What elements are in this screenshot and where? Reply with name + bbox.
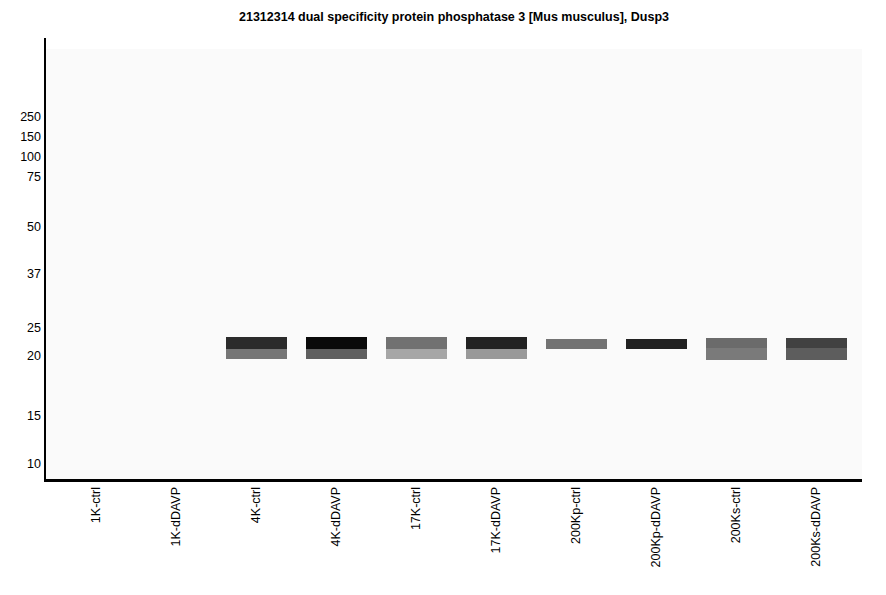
y-tick-label: 15 bbox=[27, 409, 41, 423]
chart-title: 21312314 dual specificity protein phosph… bbox=[46, 10, 862, 25]
x-axis-label-text: 1K-ctrl bbox=[89, 487, 103, 523]
y-tick-label: 50 bbox=[27, 220, 41, 234]
x-axis-label-text: 1K-dDAVP bbox=[169, 487, 183, 547]
blot-band bbox=[306, 337, 367, 349]
y-axis-line bbox=[44, 38, 46, 481]
blot-band bbox=[706, 338, 767, 348]
blot-band bbox=[466, 337, 527, 349]
y-tick-label: 150 bbox=[20, 130, 41, 144]
figure: 21312314 dual specificity protein phosph… bbox=[0, 0, 886, 595]
y-tick-label: 75 bbox=[27, 170, 41, 184]
y-tick-label: 100 bbox=[20, 150, 41, 164]
y-tick-label: 250 bbox=[20, 110, 41, 124]
x-axis-label-text: 17K-ctrl bbox=[409, 487, 423, 530]
y-tick-label: 20 bbox=[27, 349, 41, 363]
blot-band bbox=[626, 339, 687, 349]
y-tick-label: 25 bbox=[27, 321, 41, 335]
blot-band bbox=[786, 348, 847, 360]
blot-band bbox=[306, 349, 367, 359]
y-tick-label: 10 bbox=[27, 457, 41, 471]
blot-band bbox=[386, 337, 447, 349]
y-tick-label: 37 bbox=[27, 267, 41, 281]
x-axis-line bbox=[44, 479, 862, 482]
blot-band bbox=[226, 349, 287, 359]
blot-band bbox=[386, 349, 447, 359]
blot-band bbox=[466, 349, 527, 359]
plot-area bbox=[46, 49, 862, 479]
x-axis-label-text: 200Kp-ctrl bbox=[569, 487, 583, 544]
blot-band bbox=[786, 338, 847, 348]
x-axis-label-text: 200Kp-dDAVP bbox=[649, 487, 663, 567]
blot-band bbox=[706, 348, 767, 360]
blot-band bbox=[226, 337, 287, 349]
x-axis-label-text: 4K-dDAVP bbox=[329, 487, 343, 547]
x-axis-label-text: 4K-ctrl bbox=[249, 487, 263, 523]
x-axis-label-text: 200Ks-ctrl bbox=[729, 487, 743, 543]
blot-band bbox=[546, 339, 607, 349]
x-axis-label-text: 200Ks-dDAVP bbox=[809, 487, 823, 567]
x-axis-label-text: 17K-dDAVP bbox=[489, 487, 503, 553]
